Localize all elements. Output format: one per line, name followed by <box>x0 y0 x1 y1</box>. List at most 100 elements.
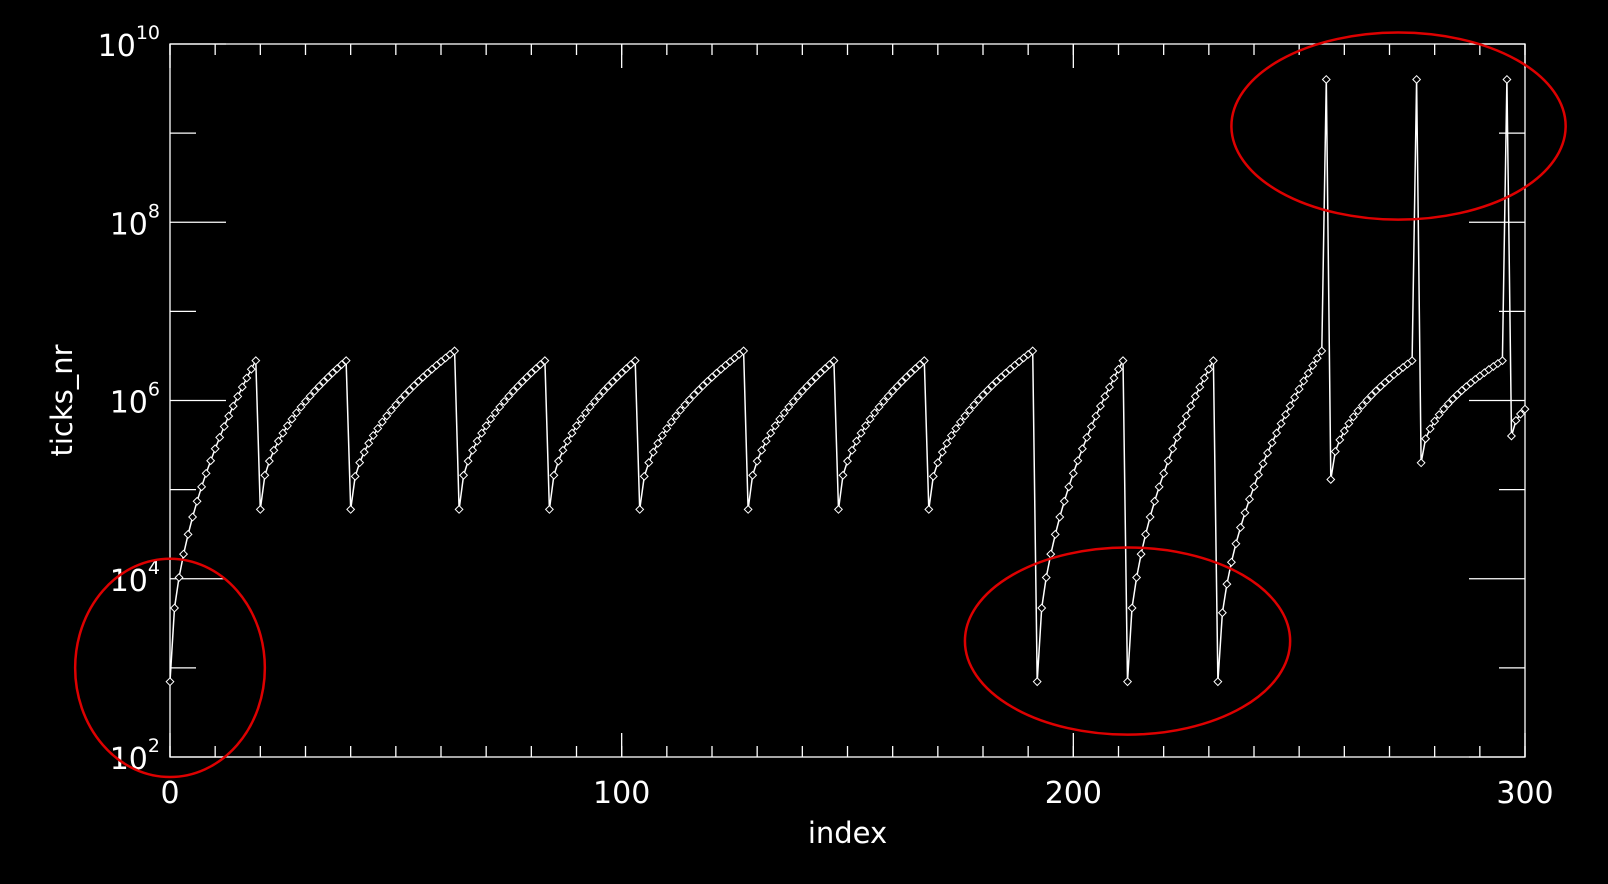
data-point <box>946 430 956 441</box>
data-point <box>1195 382 1205 392</box>
y-tick-label: 108 <box>110 200 160 242</box>
data-point <box>513 381 523 391</box>
data-point <box>391 400 401 410</box>
data-point <box>1068 468 1078 478</box>
data-point <box>1330 446 1340 456</box>
major-ticks <box>169 43 1526 758</box>
data-point <box>192 496 202 506</box>
data-point <box>680 400 690 410</box>
data-point <box>526 368 536 378</box>
data-point <box>739 346 749 356</box>
data-point <box>1240 508 1250 518</box>
data-point <box>1159 468 1169 478</box>
data-point <box>1226 557 1236 567</box>
data-point <box>1244 494 1254 504</box>
data-point <box>856 428 866 438</box>
data-point <box>581 408 591 418</box>
data-point <box>775 414 785 424</box>
data-point <box>797 386 807 396</box>
data-point <box>852 436 862 446</box>
x-tick-labels: 0 100 200 300 <box>160 776 1553 811</box>
data-point <box>486 414 496 424</box>
data-point <box>883 391 893 401</box>
plot-frame <box>169 43 1526 758</box>
data-point <box>716 364 726 374</box>
data-point <box>463 456 473 466</box>
data-point <box>553 456 563 466</box>
data-point <box>693 385 703 395</box>
data-point <box>671 411 681 421</box>
data-point <box>1448 394 1458 404</box>
data-point <box>228 401 238 411</box>
data-point <box>291 408 301 418</box>
data-point <box>264 456 274 466</box>
data-point <box>477 428 487 438</box>
data-point <box>328 368 338 378</box>
data-point <box>824 360 834 370</box>
data-point <box>955 417 965 427</box>
data-point <box>1339 426 1349 436</box>
data-point <box>1272 428 1282 438</box>
data-point <box>712 368 722 378</box>
data-point <box>1127 603 1137 613</box>
data-point <box>1335 435 1345 445</box>
data-point <box>206 456 216 466</box>
data-point <box>1177 422 1187 432</box>
data-point <box>558 445 568 455</box>
data-point <box>590 396 600 406</box>
series-line <box>169 78 1526 683</box>
data-point <box>666 417 676 427</box>
data-point <box>522 372 532 382</box>
data-point <box>1294 384 1304 394</box>
data-point <box>1104 382 1114 392</box>
data-point <box>888 386 898 396</box>
data-point <box>1172 432 1182 442</box>
data-point <box>323 372 333 382</box>
data-point <box>937 447 947 457</box>
data-point <box>815 368 825 378</box>
annotations <box>73 31 1567 779</box>
data-point <box>549 470 559 480</box>
data-point <box>183 529 193 539</box>
data-point <box>608 377 618 387</box>
data-point <box>1168 444 1178 454</box>
data-point <box>210 444 220 454</box>
data-point <box>165 677 175 687</box>
data-point <box>897 377 907 387</box>
data-point <box>1263 448 1273 458</box>
data-point <box>1281 410 1291 420</box>
data-point <box>269 445 279 455</box>
data-point <box>743 504 753 514</box>
data-point <box>1217 608 1227 618</box>
data-point <box>1421 434 1431 444</box>
data-point <box>404 385 414 395</box>
data-point <box>454 504 464 514</box>
data-point <box>237 382 247 392</box>
data-point <box>188 512 198 522</box>
data-point <box>1141 529 1151 539</box>
data-point <box>174 573 184 583</box>
data-point <box>1181 411 1191 421</box>
data-point <box>305 391 315 401</box>
data-point <box>879 396 889 406</box>
data-point <box>1208 356 1218 366</box>
data-point <box>504 391 514 401</box>
data-point <box>987 381 997 391</box>
data-point <box>1123 677 1133 687</box>
data-point <box>630 356 640 366</box>
data-point <box>1430 416 1440 426</box>
data-point <box>1276 419 1286 429</box>
data-point <box>757 445 767 455</box>
data-point <box>1163 456 1173 466</box>
data-point <box>450 346 460 356</box>
data-point <box>657 430 667 441</box>
data-point <box>865 414 875 424</box>
data-point <box>915 360 925 370</box>
data-point <box>1113 364 1124 374</box>
data-point <box>675 405 685 415</box>
data-point <box>310 386 320 396</box>
x-tick-label: 200 <box>1045 776 1102 811</box>
data-point <box>924 504 934 514</box>
data-point <box>1497 356 1507 366</box>
data-point <box>1290 392 1300 402</box>
